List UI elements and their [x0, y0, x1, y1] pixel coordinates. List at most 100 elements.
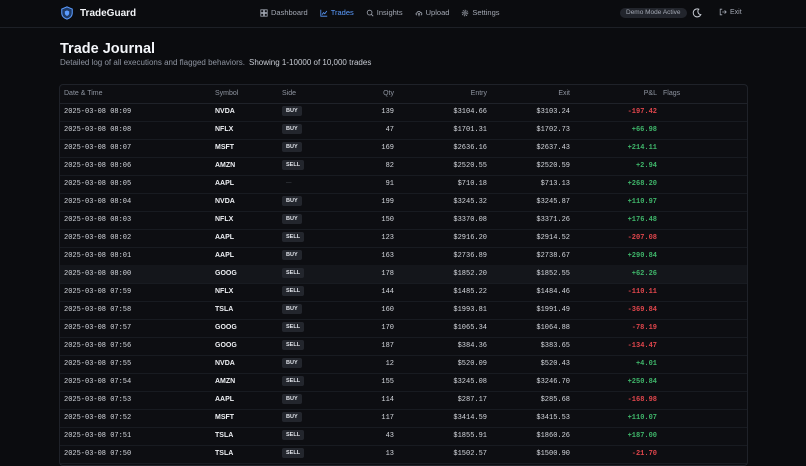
- side-badge: BUY: [282, 394, 302, 404]
- upload-cloud-icon: [415, 10, 422, 16]
- trade-entry: $1485.22: [453, 288, 487, 296]
- trade-entry: $1855.91: [453, 432, 487, 440]
- trade-exit: $1991.49: [536, 306, 570, 314]
- trade-side: SELL: [282, 322, 305, 332]
- trade-datetime: 2025-03-08 07:51: [64, 432, 132, 440]
- nav-insights[interactable]: Insights: [366, 8, 403, 17]
- trade-entry: $3104.66: [453, 108, 487, 116]
- brand[interactable]: TradeGuard: [60, 6, 136, 20]
- top-navigation-bar: TradeGuard Dashboard Trades Insights Upl…: [0, 0, 806, 28]
- trade-qty: 12: [385, 360, 394, 368]
- nav-upload[interactable]: Upload: [415, 8, 449, 17]
- moon-icon[interactable]: [692, 8, 702, 18]
- gear-icon: [462, 9, 469, 16]
- trade-pnl: -78.19: [631, 324, 657, 332]
- table-row[interactable]: 2025-03-08 08:01 AAPL BUY 163 $2736.89 $2738.…: [60, 247, 747, 266]
- nav-settings[interactable]: Settings: [461, 8, 500, 17]
- table-row[interactable]: 2025-03-08 07:50 TSLA SELL 13 $1502.57 $1500.…: [60, 445, 747, 464]
- trade-qty: 47: [385, 126, 394, 134]
- nav-insights-label: Insights: [376, 8, 403, 17]
- trade-side: BUY: [282, 250, 302, 260]
- side-badge: BUY: [282, 196, 302, 206]
- column-pnl[interactable]: P&L: [643, 90, 657, 97]
- table-row[interactable]: 2025-03-08 08:06 AMZN SELL 82 $2520.55 $2520.…: [60, 157, 747, 176]
- column-symbol[interactable]: Symbol: [215, 90, 239, 97]
- trade-pnl: +187.00: [627, 432, 657, 440]
- trade-symbol: TSLA: [215, 306, 234, 313]
- table-row[interactable]: 2025-03-08 07:56 GOOG SELL 187 $384.36 $383.6…: [60, 337, 747, 356]
- side-badge: SELL: [282, 286, 305, 296]
- trade-exit: $1500.90: [536, 450, 570, 458]
- nav-trades[interactable]: Trades: [320, 8, 354, 17]
- trade-datetime: 2025-03-08 08:05: [64, 180, 132, 188]
- table-row[interactable]: 2025-03-08 07:57 GOOG SELL 170 $1065.34 $1064…: [60, 319, 747, 338]
- trade-symbol: AMZN: [215, 162, 236, 169]
- table-row[interactable]: 2025-03-08 07:58 TSLA BUY 160 $1993.81 $1991.…: [60, 301, 747, 320]
- trade-symbol: AMZN: [215, 378, 236, 385]
- trade-entry: $1852.20: [453, 270, 487, 278]
- trade-exit: $3245.87: [536, 198, 570, 206]
- trade-symbol: TSLA: [215, 450, 234, 457]
- trade-pnl: +2.94: [635, 162, 657, 170]
- exit-button[interactable]: Exit: [719, 8, 742, 16]
- column-flags[interactable]: Flags: [663, 90, 681, 97]
- column-side[interactable]: Side: [282, 90, 297, 97]
- table-row[interactable]: 2025-03-08 08:08 NFLX BUY 47 $1701.31 $1702.7…: [60, 121, 747, 140]
- trade-entry: $710.18: [457, 180, 487, 188]
- exit-label: Exit: [730, 8, 742, 16]
- trade-qty: 169: [381, 144, 394, 152]
- trade-symbol: NFLX: [215, 126, 234, 133]
- trade-symbol: AAPL: [215, 396, 235, 403]
- trade-symbol: NVDA: [215, 108, 235, 115]
- table-row[interactable]: 2025-03-08 07:53 AAPL BUY 114 $287.17 $285.68…: [60, 391, 747, 410]
- trade-pnl: -369.84: [627, 306, 657, 314]
- table-row[interactable]: 2025-03-08 07:55 NVDA BUY 12 $520.09 $520.43 +…: [60, 355, 747, 374]
- column-qty[interactable]: Qty: [383, 90, 394, 97]
- table-row[interactable]: 2025-03-08 07:59 NFLX SELL 144 $1485.22 $1484…: [60, 283, 747, 302]
- trade-exit: $1064.88: [536, 324, 570, 332]
- trade-datetime: 2025-03-08 07:58: [64, 306, 132, 314]
- trade-exit: $285.68: [540, 396, 570, 404]
- trade-entry: $3245.08: [453, 378, 487, 386]
- trade-datetime: 2025-03-08 08:01: [64, 252, 132, 260]
- trade-datetime: 2025-03-08 07:54: [64, 378, 132, 386]
- column-entry[interactable]: Entry: [470, 90, 487, 97]
- table-row[interactable]: 2025-03-08 08:00 GOOG SELL 178 $1852.20 $1852…: [60, 265, 747, 284]
- trade-datetime: 2025-03-08 08:03: [64, 216, 132, 224]
- trade-exit: $1484.46: [536, 288, 570, 296]
- trade-qty: 114: [381, 396, 394, 404]
- side-badge: BUY: [282, 250, 302, 260]
- shield-logo-icon: [61, 6, 73, 20]
- trade-symbol: AAPL: [215, 234, 235, 241]
- table-row[interactable]: 2025-03-08 08:05 AAPL — 91 $710.18 $713.13 +26…: [60, 175, 747, 194]
- main-nav: Dashboard Trades Insights Upload Setting…: [260, 8, 500, 17]
- trade-qty: 139: [381, 108, 394, 116]
- column-exit[interactable]: Exit: [558, 90, 570, 97]
- side-badge: SELL: [282, 430, 305, 440]
- table-row[interactable]: 2025-03-08 07:52 MSFT BUY 117 $3414.59 $3415.…: [60, 409, 747, 428]
- trade-exit: $383.65: [540, 342, 570, 350]
- table-row[interactable]: 2025-03-08 07:54 AMZN SELL 155 $3245.08 $3246…: [60, 373, 747, 392]
- side-badge: SELL: [282, 268, 305, 278]
- side-badge: BUY: [282, 124, 302, 134]
- trade-pnl: +4.01: [635, 360, 657, 368]
- trade-exit: $2637.43: [536, 144, 570, 152]
- trade-pnl: +66.98: [631, 126, 657, 134]
- table-row[interactable]: 2025-03-08 08:04 NVDA BUY 199 $3245.32 $3245.…: [60, 193, 747, 212]
- trade-qty: 144: [381, 288, 394, 296]
- table-row[interactable]: 2025-03-08 08:07 MSFT BUY 169 $2636.16 $2637.…: [60, 139, 747, 158]
- trade-datetime: 2025-03-08 07:55: [64, 360, 132, 368]
- column-datetime[interactable]: Date & Time: [64, 90, 103, 97]
- trade-qty: 199: [381, 198, 394, 206]
- trade-datetime: 2025-03-08 08:09: [64, 108, 132, 116]
- table-row[interactable]: 2025-03-08 07:51 TSLA SELL 43 $1855.91 $1860.…: [60, 427, 747, 446]
- nav-dashboard[interactable]: Dashboard: [260, 8, 308, 17]
- trade-symbol: GOOG: [215, 270, 237, 277]
- table-row[interactable]: 2025-03-08 08:03 NFLX BUY 150 $3370.08 $3371.…: [60, 211, 747, 230]
- nav-settings-label: Settings: [472, 8, 500, 17]
- table-row[interactable]: 2025-03-08 08:02 AAPL SELL 123 $2916.20 $2914…: [60, 229, 747, 248]
- table-row[interactable]: 2025-03-08 08:09 NVDA BUY 139 $3104.66 $3103.…: [60, 103, 747, 122]
- side-badge: SELL: [282, 322, 305, 332]
- trade-pnl: -168.98: [627, 396, 657, 404]
- trade-datetime: 2025-03-08 08:00: [64, 270, 132, 278]
